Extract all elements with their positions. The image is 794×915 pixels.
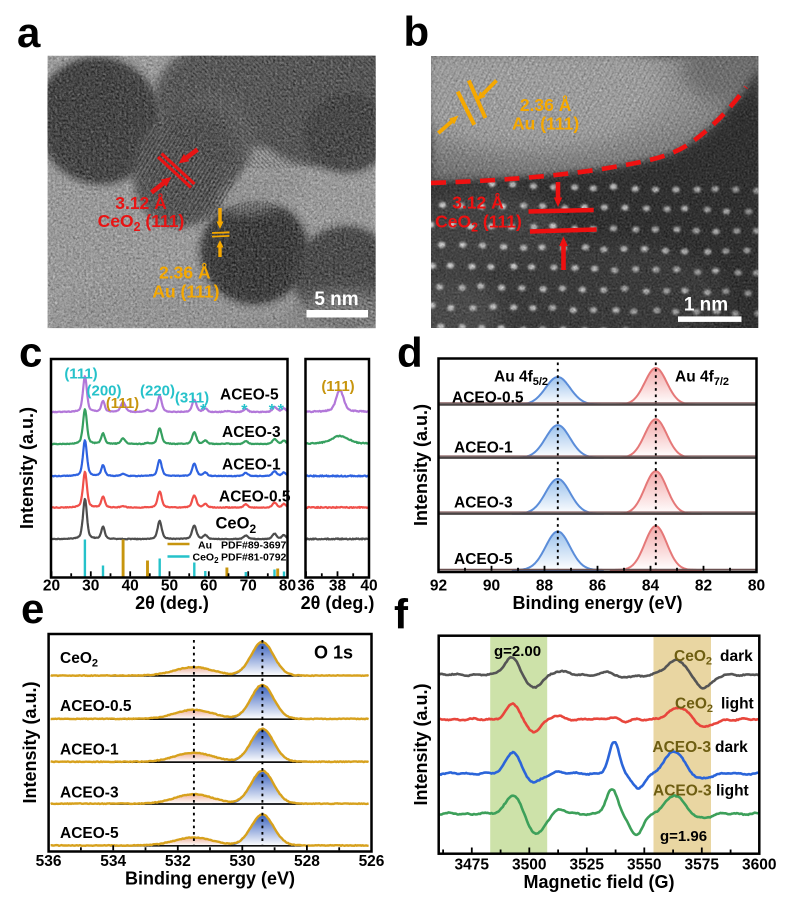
svg-text:80: 80 [279,578,296,595]
svg-text:Magnetic field (G): Magnetic field (G) [523,872,674,892]
svg-text:2θ (deg.): 2θ (deg.) [135,593,209,613]
svg-text:Binding energy (eV): Binding energy (eV) [512,593,682,613]
svg-text:ACEO-0.5: ACEO-0.5 [219,489,291,506]
svg-text:g=2.00: g=2.00 [494,643,541,660]
svg-text:20: 20 [43,578,60,595]
svg-text:30: 30 [82,578,99,595]
svg-text:(220): (220) [140,383,175,400]
svg-text:*: * [241,402,248,419]
svg-text:526: 526 [359,853,385,870]
svg-text:40: 40 [122,578,139,595]
svg-text:2.36 Å: 2.36 Å [520,95,572,115]
svg-text:3.12 Å: 3.12 Å [452,193,504,213]
svg-text:(111): (111) [321,378,354,395]
svg-text:5 nm: 5 nm [314,289,358,310]
svg-text:3550: 3550 [627,857,661,874]
svg-text:Binding energy (eV): Binding energy (eV) [125,869,295,889]
svg-text:36: 36 [297,578,315,595]
svg-text:84: 84 [642,578,660,595]
svg-text:ACEO-3: ACEO-3 [454,495,513,512]
svg-text:ACEO-1: ACEO-1 [222,457,281,474]
svg-text:1 nm: 1 nm [684,295,728,316]
svg-text:e: e [21,585,44,632]
svg-text:Au (111): Au (111) [512,114,579,134]
svg-text:60: 60 [200,578,217,595]
svg-text:CeO2: CeO2 [674,648,712,668]
svg-text:3525: 3525 [570,857,605,874]
svg-text:ACEO-0.5: ACEO-0.5 [452,390,524,407]
svg-text:70: 70 [240,578,257,595]
svg-text:82: 82 [695,578,712,595]
svg-text:90: 90 [483,578,500,595]
svg-text:38: 38 [329,578,347,595]
svg-text:O 1s: O 1s [314,643,353,663]
svg-text:CeO2 (111): CeO2 (111) [98,211,185,234]
svg-text:3575: 3575 [685,857,720,874]
svg-text:*: * [278,402,285,419]
svg-text:light: light [721,696,754,713]
svg-text:2.36 Å: 2.36 Å [159,263,211,283]
svg-text:ACEO-3: ACEO-3 [222,424,281,441]
svg-text:3500: 3500 [512,857,546,874]
svg-text:536: 536 [36,853,62,870]
svg-text:ACEO-0.5: ACEO-0.5 [60,698,132,715]
svg-text:530: 530 [229,853,255,870]
svg-text:528: 528 [294,853,320,870]
svg-text:ACEO-3: ACEO-3 [652,739,711,756]
svg-text:80: 80 [748,578,765,595]
svg-text:Intensity (a.u.): Intensity (a.u.) [411,683,431,805]
svg-text:(200): (200) [86,383,121,400]
svg-text:(111): (111) [64,366,97,383]
svg-text:ACEO-1: ACEO-1 [60,742,119,759]
svg-text:PDF#89-3697: PDF#89-3697 [221,540,287,552]
svg-text:Intensity (a.u.): Intensity (a.u.) [17,407,37,529]
svg-text:ACEO-5: ACEO-5 [60,825,119,842]
svg-text:*: * [269,402,276,419]
svg-text:(111): (111) [106,395,139,412]
svg-text:g=1.96: g=1.96 [660,828,707,845]
svg-text:88: 88 [536,578,554,595]
svg-text:CeO2: CeO2 [216,515,257,537]
svg-text:2θ (deg.): 2θ (deg.) [301,593,375,613]
svg-text:ACEO-3: ACEO-3 [653,783,712,800]
svg-text:f: f [394,591,409,638]
svg-text:*: * [200,402,207,419]
svg-text:ACEO-5: ACEO-5 [454,551,513,568]
svg-text:CeO2: CeO2 [193,552,220,566]
svg-text:3600: 3600 [742,857,776,874]
svg-text:534: 534 [100,853,126,870]
svg-text:92: 92 [430,578,447,595]
svg-text:Au (111): Au (111) [152,282,219,302]
svg-text:b: b [404,8,430,55]
svg-text:d: d [397,329,423,376]
svg-text:ACEO-5: ACEO-5 [220,387,279,404]
svg-text:(311): (311) [175,390,209,407]
svg-text:light: light [716,783,749,800]
svg-text:Intensity (a.u.): Intensity (a.u.) [411,404,431,526]
svg-text:Au: Au [198,540,212,552]
svg-text:532: 532 [165,853,191,870]
svg-text:40: 40 [360,578,377,595]
svg-text:CeO2 (111): CeO2 (111) [435,212,522,235]
svg-text:dark: dark [715,739,748,756]
svg-text:3.12 Å: 3.12 Å [115,193,167,213]
svg-text:3475: 3475 [455,857,490,874]
svg-text:ACEO-3: ACEO-3 [60,785,119,802]
svg-text:PDF#81-0792: PDF#81-0792 [221,552,287,564]
svg-text:50: 50 [161,578,178,595]
svg-text:CeO2: CeO2 [675,696,713,716]
svg-text:Au 4f5/2: Au 4f5/2 [494,369,548,389]
svg-text:a: a [17,9,41,56]
svg-text:ACEO-1: ACEO-1 [454,440,513,457]
svg-text:Au 4f7/2: Au 4f7/2 [675,369,729,389]
svg-text:86: 86 [589,578,607,595]
svg-text:CeO2: CeO2 [60,650,98,670]
svg-text:dark: dark [720,648,753,665]
svg-text:Intensity (a.u.): Intensity (a.u.) [20,681,40,803]
svg-text:c: c [19,329,42,376]
